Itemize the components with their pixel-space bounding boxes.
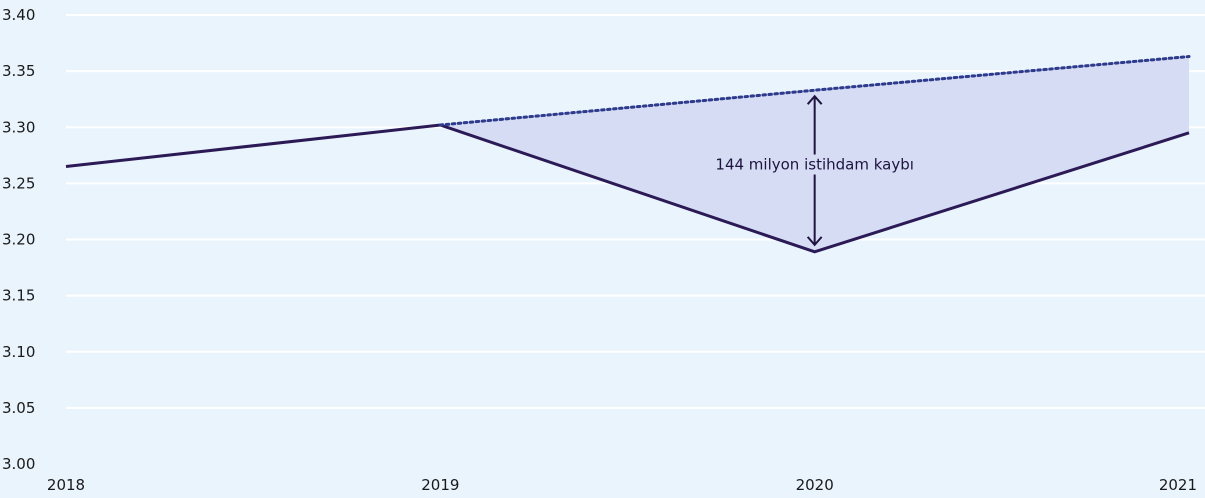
x-tick-label: 2020 (796, 476, 834, 494)
y-tick-label: 3.00 (2, 455, 35, 473)
y-tick-label: 3.05 (2, 399, 35, 417)
x-tick-label: 2019 (421, 476, 459, 494)
y-axis-ticks: 3.00 3.05 3.10 3.15 3.20 3.25 3.30 3.35 3.40 (2, 6, 35, 473)
y-tick-label: 3.35 (2, 62, 35, 80)
annotation-label: 144 milyon istihdam kaybı (715, 156, 914, 174)
x-tick-label: 2018 (47, 476, 85, 494)
y-tick-label: 3.10 (2, 343, 35, 361)
y-tick-label: 3.25 (2, 174, 35, 192)
y-tick-label: 3.30 (2, 118, 35, 136)
y-tick-label: 3.20 (2, 231, 35, 249)
y-tick-label: 3.15 (2, 287, 35, 305)
x-axis-ticks: 2018 2019 2020 2021 (47, 476, 1197, 494)
x-tick-label: 2021 (1159, 476, 1197, 494)
y-tick-label: 3.40 (2, 6, 35, 24)
